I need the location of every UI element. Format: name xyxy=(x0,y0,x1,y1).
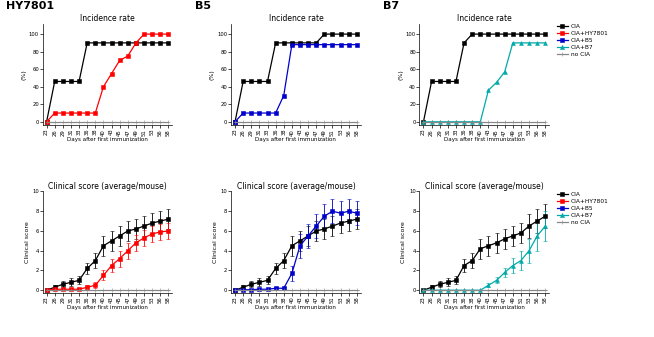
Text: HY7801: HY7801 xyxy=(6,1,54,11)
Y-axis label: (%): (%) xyxy=(21,69,26,80)
Title: Clinical score (average/mouse): Clinical score (average/mouse) xyxy=(425,182,543,191)
Legend: CIA, CIA+HY7801, CIA+B5, CIA+B7, no CIA: CIA, CIA+HY7801, CIA+B5, CIA+B7, no CIA xyxy=(555,22,611,60)
Title: Clinical score (average/mouse): Clinical score (average/mouse) xyxy=(48,182,167,191)
X-axis label: Days after first immunization: Days after first immunization xyxy=(256,137,336,142)
Title: Incidence rate: Incidence rate xyxy=(80,14,135,23)
X-axis label: Days after first immunization: Days after first immunization xyxy=(67,305,148,310)
Y-axis label: Clinical score: Clinical score xyxy=(213,221,218,263)
Title: Incidence rate: Incidence rate xyxy=(457,14,511,23)
Y-axis label: Clinical score: Clinical score xyxy=(24,221,29,263)
Y-axis label: (%): (%) xyxy=(209,69,215,80)
X-axis label: Days after first immunization: Days after first immunization xyxy=(256,305,336,310)
X-axis label: Days after first immunization: Days after first immunization xyxy=(444,137,525,142)
Title: Clinical score (average/mouse): Clinical score (average/mouse) xyxy=(237,182,355,191)
Text: B7: B7 xyxy=(383,1,399,11)
Y-axis label: (%): (%) xyxy=(398,69,403,80)
Title: Incidence rate: Incidence rate xyxy=(269,14,323,23)
X-axis label: Days after first immunization: Days after first immunization xyxy=(67,137,148,142)
Text: B5: B5 xyxy=(194,1,211,11)
Y-axis label: Clinical score: Clinical score xyxy=(402,221,406,263)
X-axis label: Days after first immunization: Days after first immunization xyxy=(444,305,525,310)
Legend: CIA, CIA+HY7801, CIA+B5, CIA+B7, no CIA: CIA, CIA+HY7801, CIA+B5, CIA+B7, no CIA xyxy=(555,189,611,227)
